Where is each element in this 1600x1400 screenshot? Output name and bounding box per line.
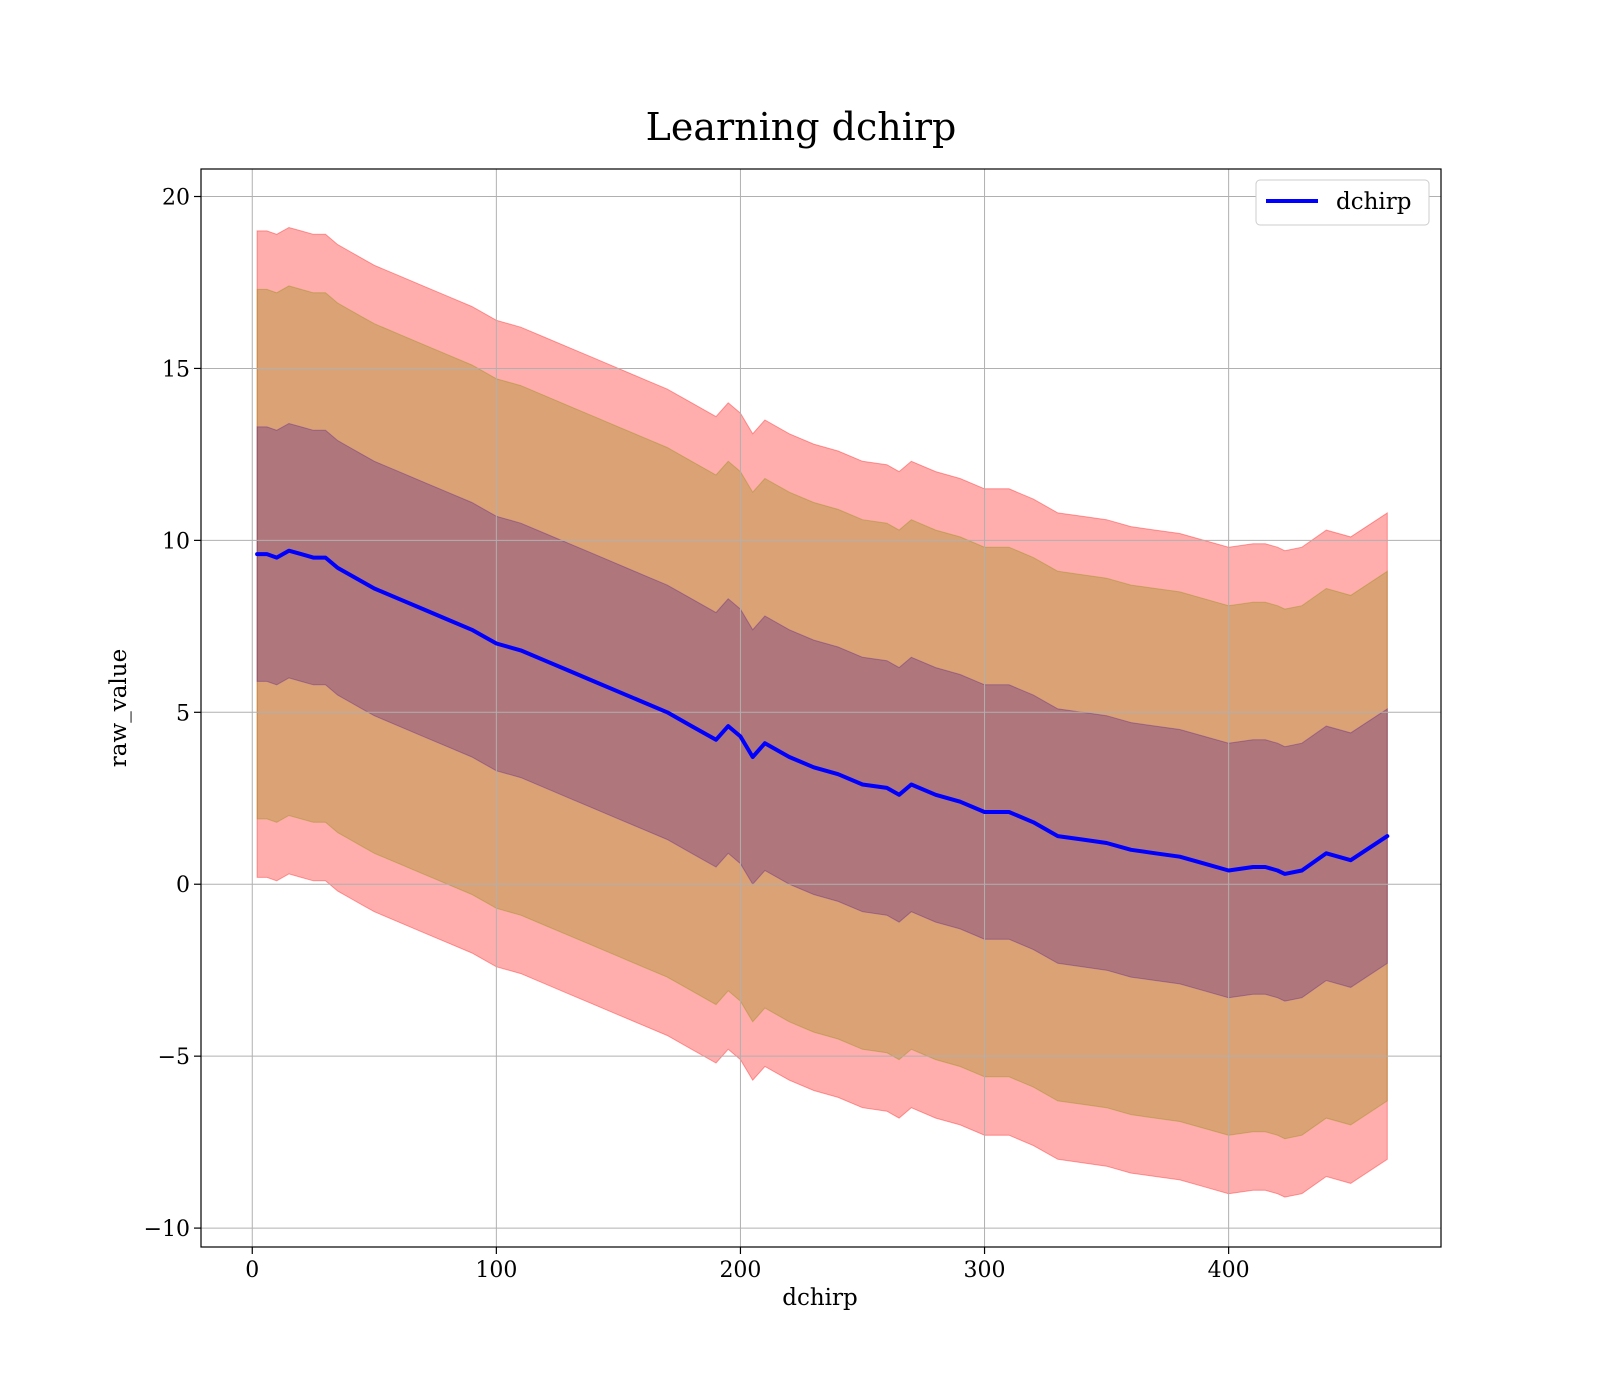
x-tick-label: 300 bbox=[964, 1258, 1006, 1283]
grid-lines bbox=[201, 169, 1441, 1247]
legend-entry-dchirp: dchirp bbox=[1336, 189, 1412, 215]
y-tick-label: −10 bbox=[144, 1217, 190, 1242]
x-axis-label: dchirp bbox=[782, 1285, 858, 1311]
y-tick-label: −5 bbox=[158, 1045, 190, 1070]
legend: dchirp bbox=[1255, 179, 1430, 226]
chart-title: Learning dchirp bbox=[646, 105, 957, 149]
y-tick-label: 15 bbox=[162, 357, 190, 382]
y-axis-label: raw_value bbox=[106, 649, 132, 767]
y-tick-label: 5 bbox=[176, 701, 190, 726]
series-lines bbox=[255, 548, 1390, 876]
y-axis-ticks: −10 −5 0 5 10 15 20 bbox=[144, 186, 201, 1242]
plot-frame bbox=[200, 168, 1442, 1248]
x-tick-label: 0 bbox=[245, 1258, 259, 1283]
y-tick-label: 10 bbox=[162, 529, 190, 554]
x-tick-label: 200 bbox=[719, 1258, 761, 1283]
x-tick-label: 100 bbox=[475, 1258, 517, 1283]
x-tick-label: 400 bbox=[1208, 1258, 1250, 1283]
y-tick-label: 0 bbox=[176, 873, 190, 898]
x-axis-ticks: 0 100 200 300 400 bbox=[245, 1247, 1250, 1283]
y-tick-label: 20 bbox=[162, 186, 190, 211]
series-line-dchirp bbox=[255, 548, 1390, 876]
legend-box bbox=[1255, 179, 1430, 226]
